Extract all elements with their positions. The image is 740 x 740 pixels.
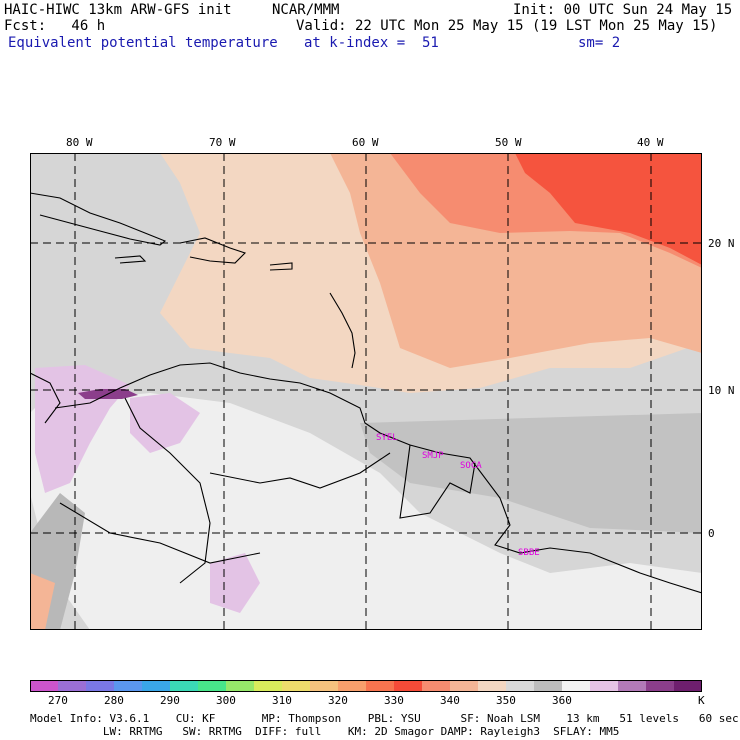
colorbar-tick-label: 330 bbox=[384, 694, 404, 707]
colorbar-cell bbox=[170, 680, 199, 692]
colorbar-cell bbox=[114, 680, 143, 692]
lon-label-60w: 60 W bbox=[352, 136, 379, 149]
theta-e-band-365-central bbox=[130, 393, 200, 453]
colorbar-cell bbox=[142, 680, 171, 692]
colorbar-cell bbox=[618, 680, 647, 692]
colorbar-unit: K bbox=[698, 694, 705, 707]
colorbar-cell bbox=[590, 680, 619, 692]
theta-e-band-365-south bbox=[210, 553, 260, 613]
colorbar-cell bbox=[254, 680, 283, 692]
init-time: Init: 00 UTC Sun 24 May 15 bbox=[513, 2, 733, 18]
colorbar-cell bbox=[338, 680, 367, 692]
model-info-line2: LW: RRTMG SW: RRTMG DIFF: full KM: 2D Sm… bbox=[30, 725, 620, 738]
model-title: HAIC-HIWC 13km ARW-GFS init bbox=[4, 2, 232, 18]
lon-label-80w: 80 W bbox=[66, 136, 93, 149]
coastline-puerto-rico bbox=[269, 262, 293, 271]
colorbar-tick-label: 350 bbox=[496, 694, 516, 707]
colorbar-tick-label: 270 bbox=[48, 694, 68, 707]
colorbar-tick-label: 300 bbox=[216, 694, 236, 707]
coastline-hispaniola bbox=[179, 237, 247, 264]
coastline-jamaica bbox=[114, 255, 147, 264]
colorbar-tick-label: 280 bbox=[104, 694, 124, 707]
lat-label-10n: 10 N bbox=[708, 384, 735, 397]
colorbar-tick-label: 360 bbox=[552, 694, 572, 707]
map-frame bbox=[30, 153, 702, 630]
lat-label-20n: 20 N bbox=[708, 237, 735, 250]
lon-label-50w: 50 W bbox=[495, 136, 522, 149]
colorbar-tick-label: 340 bbox=[440, 694, 460, 707]
colorbar-cell bbox=[478, 680, 507, 692]
colorbar-cell bbox=[310, 680, 339, 692]
colorbar-cell bbox=[450, 680, 479, 692]
colorbar-cell bbox=[58, 680, 87, 692]
organization-label: NCAR/MMM bbox=[272, 2, 340, 18]
station-soca: SOCA bbox=[460, 461, 482, 471]
colorbar-tick-label: 320 bbox=[328, 694, 348, 707]
colorbar-cell bbox=[562, 680, 591, 692]
theta-e-band-330 bbox=[515, 153, 702, 265]
level-label: at k-index = 51 bbox=[304, 35, 439, 51]
colorbar-tick-label: 310 bbox=[272, 694, 292, 707]
smoothing-label: sm= 2 bbox=[578, 35, 621, 51]
lon-label-70w: 70 W bbox=[209, 136, 236, 149]
colorbar-tick-label: 290 bbox=[160, 694, 180, 707]
border-venezuela-brazil bbox=[209, 452, 391, 489]
station-sbbe: SBBE bbox=[518, 548, 540, 558]
colorbar-cell bbox=[534, 680, 563, 692]
colorbar-cell bbox=[86, 680, 115, 692]
coastline-central-america bbox=[30, 372, 61, 424]
colorbar-cell bbox=[30, 680, 59, 692]
colorbar-cell bbox=[674, 680, 702, 692]
colorbar-cell bbox=[226, 680, 255, 692]
forecast-hour: Fcst: 46 h bbox=[4, 18, 106, 34]
coastline-south-america bbox=[54, 362, 702, 594]
lat-label-0: 0 bbox=[708, 527, 715, 540]
model-info-line1: Model Info: V3.6.1 CU: KF MP: Thompson P… bbox=[30, 712, 739, 725]
lon-label-40w: 40 W bbox=[637, 136, 664, 149]
valid-time: Valid: 22 UTC Mon 25 May 15 (19 LST Mon … bbox=[296, 18, 718, 34]
border-brazil-interior bbox=[59, 502, 261, 564]
coastline-cuba bbox=[30, 192, 167, 246]
colorbar-cell bbox=[198, 680, 227, 692]
equivalent-potential-temperature-map: SYEL SMJP SOCA SBBE bbox=[30, 153, 702, 630]
theta-e-band-355 bbox=[360, 413, 702, 533]
colorbar-cell bbox=[394, 680, 423, 692]
station-syel: SYEL bbox=[376, 433, 398, 443]
colorbar bbox=[30, 680, 702, 692]
coastline-antilles bbox=[329, 292, 356, 369]
border-guianas bbox=[399, 444, 476, 519]
field-name: Equivalent potential temperature bbox=[8, 35, 278, 51]
station-smjp: SMJP bbox=[422, 451, 444, 461]
theta-e-band-340-pacific bbox=[30, 573, 55, 630]
colorbar-cell bbox=[646, 680, 675, 692]
colorbar-cell bbox=[366, 680, 395, 692]
colorbar-cell bbox=[282, 680, 311, 692]
border-colombia bbox=[124, 397, 211, 584]
colorbar-cell bbox=[506, 680, 535, 692]
colorbar-cell bbox=[422, 680, 451, 692]
